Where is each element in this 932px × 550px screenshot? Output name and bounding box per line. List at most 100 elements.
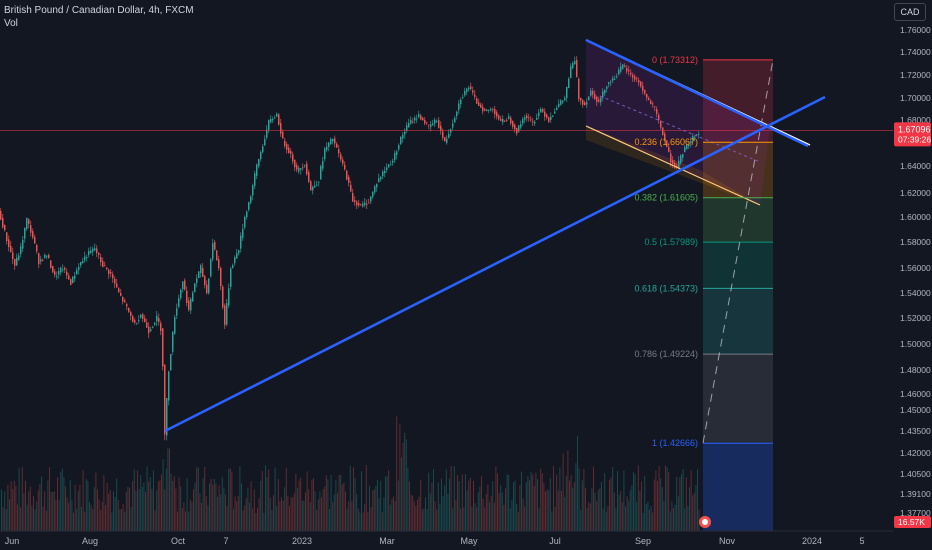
candle-body [600,97,602,103]
candle-body [72,276,74,283]
volume-bar [106,483,108,531]
volume-bar [604,473,606,531]
currency-button[interactable]: CAD [894,3,926,21]
candle-body [336,143,338,148]
candle-body [128,308,130,312]
candle-body [322,161,324,169]
current-price-tag [894,122,931,147]
volume-bar [679,477,681,531]
volume-bar [375,485,377,531]
candle-body [408,123,410,128]
volume-bar [417,499,418,531]
candle-body [168,371,170,401]
candle-body [78,267,80,270]
candle-body [266,129,268,138]
candle-body [380,177,382,180]
volume-bar [277,479,279,531]
volume-bar [153,470,154,531]
candle-body [260,152,262,160]
volume-bar [367,511,369,531]
candle-body [136,323,138,325]
symbol-title[interactable]: British Pound / Canadian Dollar, 4h, FXC… [4,5,194,16]
volume-bar [252,508,254,531]
volume-bar [303,500,305,531]
candle-body [130,312,132,316]
price-tick-label: 1.52000 [900,313,931,323]
price-tick-label: 1.50000 [900,339,931,349]
candle-body [496,112,498,117]
volume-bar [57,477,58,531]
volume-bar [231,471,233,531]
candle-body [140,314,142,318]
candle-body [212,243,214,260]
volume-legend[interactable]: Vol [4,18,18,29]
volume-bar [66,497,68,531]
volume-bar [481,476,482,531]
volume-bar [268,469,270,531]
candle-body [54,271,56,275]
volume-bar [505,488,506,531]
candle-body [154,322,156,325]
candle-body [184,280,186,290]
volume-bar [545,491,546,531]
volume-bar [431,482,433,531]
volume-bar [12,489,14,531]
volume-bar [460,508,462,531]
volume-bar [673,508,674,531]
volume-bar [453,466,455,531]
candle-body [402,134,404,139]
candle-body [34,237,36,244]
volume-bar [567,450,569,531]
volume-bar [345,491,346,531]
candle-body [62,269,64,271]
volume-bar [125,491,127,531]
candle-body [446,138,448,143]
candle-body [580,98,582,101]
candle-body [246,211,248,217]
volume-bar [436,509,438,531]
candle-body [18,255,20,260]
candle-body [674,162,676,168]
volume-bar [513,482,514,531]
volume-bar [2,507,4,531]
candle-body [166,398,168,436]
volume-bar [60,471,62,531]
candle-body [328,142,330,147]
volume-bar [255,512,257,531]
volume-bar [119,509,121,531]
volume-bar [90,504,92,531]
volume-bar [193,489,194,531]
candle-body [98,252,100,255]
volume-bar [156,490,158,531]
volume-bar [361,471,362,531]
volume-bar [380,481,382,531]
candle-body [124,300,126,303]
candle-body [466,88,468,93]
candle-body [298,167,300,172]
volume-bar [63,477,65,531]
candle-body [616,76,618,78]
candle-body [382,171,384,177]
candle-body [650,100,652,105]
volume-tag [894,516,931,528]
volume-bar [53,491,55,531]
candle-body [434,119,436,124]
candle-body [342,159,344,164]
volume-bar [517,511,519,531]
volume-bar [337,493,338,531]
volume-bar [191,501,193,531]
volume-bar [471,506,473,531]
price-tick-label: 1.58000 [900,237,931,247]
candle-body [484,109,486,111]
fib-level-label: 0.236 (1.66067) [634,137,698,147]
volume-bar [541,473,543,531]
candle-body [274,117,276,119]
volume-bar [546,489,548,531]
candle-body [200,265,202,273]
volume-bar [620,491,622,531]
candle-body [216,250,218,261]
volume-bar [122,504,124,531]
volume-bar [148,481,150,531]
volume-bars [1,416,700,532]
